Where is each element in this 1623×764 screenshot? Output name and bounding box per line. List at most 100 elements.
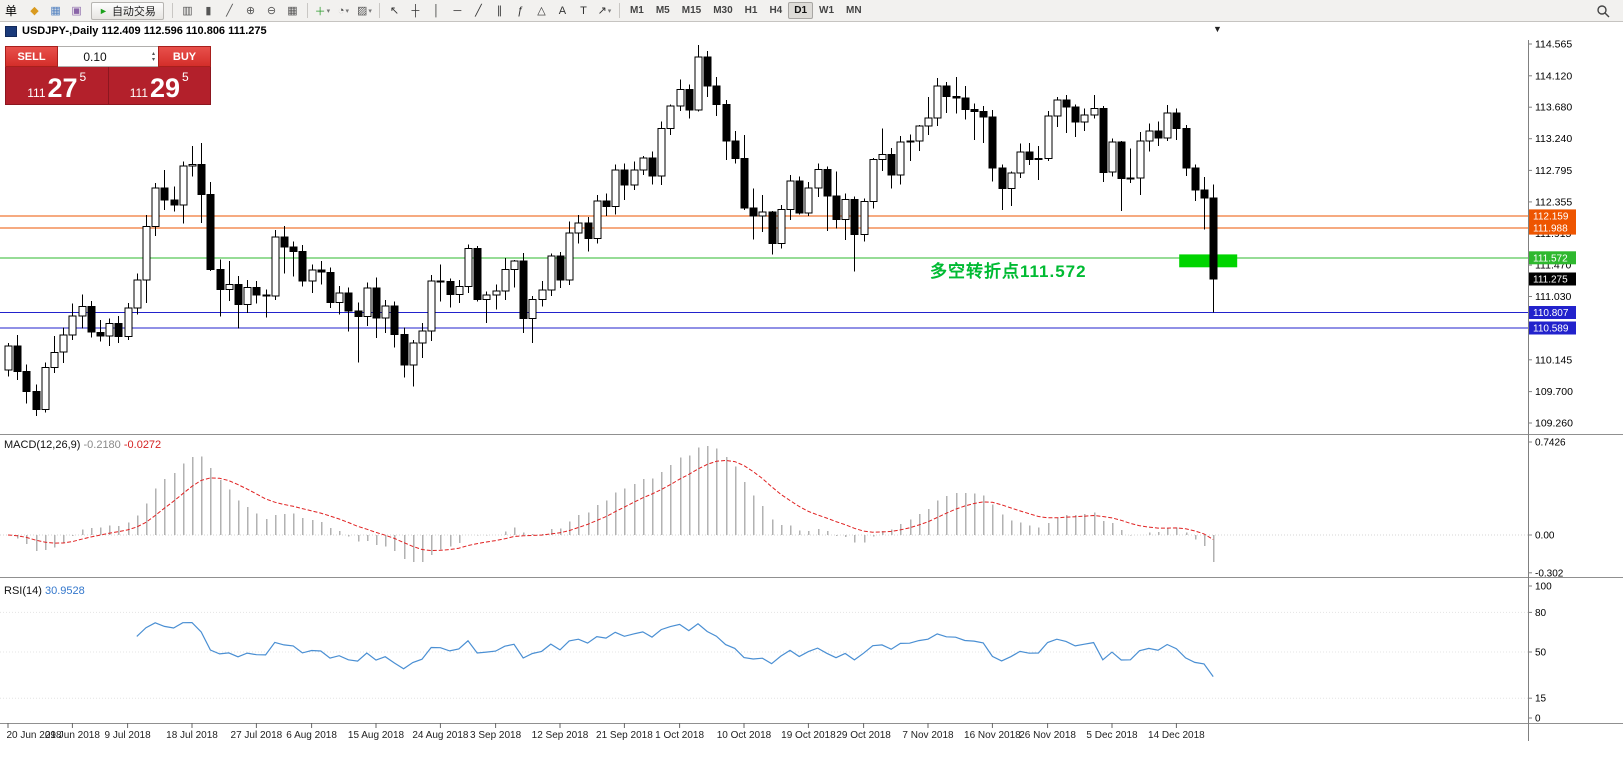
timeframe-d1[interactable]: D1 [788,2,814,19]
svg-text:26 Nov 2018: 26 Nov 2018 [1019,730,1076,741]
bid-price[interactable]: 111 27 5 [6,67,108,104]
rsi-value: 30.9528 [44,585,85,597]
highlight-rectangle[interactable] [1179,254,1238,268]
svg-text:20 Jun 2018: 20 Jun 2018 [6,730,61,741]
bid-sup: 5 [79,70,87,84]
shapes-icon[interactable]: △ [531,2,552,20]
chart-title: USDJPY-,Daily 112.409 112.596 110.806 11… [22,25,267,37]
svg-text:114.120: 114.120 [1535,70,1572,82]
fibonacci-icon[interactable]: ƒ [510,2,531,20]
ask-sup: 5 [182,70,189,84]
line-chart-icon[interactable]: ╱ [219,2,240,20]
timeframe-h4[interactable]: H4 [763,2,788,19]
chart-area[interactable]: 114.565 114.120 113.680 113.240 112.795 112.3… [0,40,1623,764]
svg-text:24 Aug 2018: 24 Aug 2018 [412,730,469,741]
menu-label[interactable]: 单 [5,4,18,18]
price-chart-canvas[interactable]: 114.565 114.120 113.680 113.240 112.795 112.3… [0,40,1623,764]
volume-spinner[interactable]: ▴ ▾ [152,51,158,63]
svg-text:3 Sep 2018: 3 Sep 2018 [470,730,522,741]
horizontal-lines[interactable] [0,215,1528,329]
svg-text:110.145: 110.145 [1535,354,1572,366]
timeframe-m1[interactable]: M1 [624,2,650,19]
horizontal-line-icon[interactable]: ─ [447,2,468,20]
channel-icon[interactable]: ∥ [489,2,510,20]
macd-histogram [16,446,1215,563]
crosshair-icon[interactable]: ┼ [405,2,426,20]
charts-icon[interactable]: ▦ [45,2,66,20]
volume-field[interactable]: ▴ ▾ [58,46,158,67]
svg-text:112.355: 112.355 [1535,196,1572,208]
templates-icon[interactable]: ▨ ▾ [354,2,375,20]
price-tag-111.275 [1529,272,1576,286]
text-icon[interactable]: A [552,2,573,20]
spinner-up-icon[interactable]: ▴ [151,50,155,57]
macd-label: MACD(12,26,9) -0.2180 -0.0272 [4,439,161,451]
new-chart-icon-dropdown[interactable]: ▾ [326,7,331,15]
sell-button[interactable]: SELL [5,46,58,67]
bid-prefix: 111 [27,86,46,100]
svg-text:110.589: 110.589 [1533,324,1569,335]
price-tag-110.807 [1529,306,1576,319]
svg-text:111.572: 111.572 [1533,253,1568,264]
toolbar-timeframes: M1 M5 M15 M30 H1 H4 D1 W1 MN [615,2,868,19]
tile-windows-icon[interactable]: ▦ [282,2,303,20]
arrows-icon-dropdown[interactable]: ▾ [607,7,612,15]
timeframe-m30[interactable]: M30 [707,2,738,19]
bar-chart-icon[interactable]: ▥ [177,2,198,20]
trendline-icon[interactable]: ╱ [468,2,489,20]
timeframe-w1[interactable]: W1 [813,2,840,19]
price-tag-110.589 [1529,321,1576,335]
ask-prefix: 111 [129,86,148,100]
zoom-out-icon[interactable]: ⊖ [261,2,282,20]
ask-price[interactable]: 111 29 5 [109,67,211,104]
svg-text:14 Dec 2018: 14 Dec 2018 [1148,730,1205,741]
svg-text:-0.302: -0.302 [1535,568,1564,579]
svg-text:16 Nov 2018: 16 Nov 2018 [964,730,1021,741]
timeframe-m15[interactable]: M15 [676,2,707,19]
svg-text:114.565: 114.565 [1535,40,1572,51]
price-axis[interactable]: 114.565 114.120 113.680 113.240 112.795 112.3… [1528,40,1576,741]
candles [4,45,1218,416]
autotrading-button[interactable]: ► 自动交易 [91,1,164,20]
arrows-icon[interactable]: ↗ ▾ [594,2,615,20]
svg-text:0.00: 0.00 [1535,531,1555,542]
periods-icon[interactable]: ◔ ▾ [333,2,354,20]
svg-text:21 Sep 2018: 21 Sep 2018 [596,730,653,741]
volume-input[interactable] [58,48,132,65]
new-chart-icon[interactable]: ＋ ▾ [312,2,333,20]
timeframe-mn[interactable]: MN [840,2,868,19]
timeframe-h1[interactable]: H1 [739,2,764,19]
spinner-down-icon[interactable]: ▾ [151,56,155,63]
rsi-line [136,621,1214,677]
new-order-icon[interactable]: ◆ [24,2,45,20]
macd-name: MACD(12,26,9) [4,439,81,451]
macd-value-signal: -0.0272 [123,439,162,451]
label-icon[interactable]: T [573,2,594,20]
svg-text:112.159: 112.159 [1533,211,1569,222]
zoom-in-icon[interactable]: ⊕ [240,2,261,20]
timeframe-m5[interactable]: M5 [650,2,676,19]
autotrading-play-icon: ► [99,5,108,16]
candlestick-chart-icon[interactable]: ▮ [198,2,219,20]
pivot-annotation: 多空转折点111.572 [930,262,1087,281]
vertical-line-icon[interactable]: │ [426,2,447,20]
search-icon[interactable] [1596,4,1610,18]
svg-text:109.260: 109.260 [1535,417,1573,429]
price-divider [107,67,109,104]
svg-text:100: 100 [1535,582,1552,593]
bid-big: 27 [47,73,78,103]
rsi-name: RSI(14) [4,585,42,597]
buy-button[interactable]: BUY [158,46,211,67]
templates-icon-dropdown[interactable]: ▾ [368,7,372,15]
macd-value-main: -0.2180 [83,439,121,451]
svg-text:111.030: 111.030 [1535,291,1572,303]
chart-window-icon [5,25,17,37]
one-click-price-row: 111 27 5 111 29 5 [5,67,211,105]
market-watch-icon[interactable]: ▣ [66,2,87,20]
svg-text:50: 50 [1535,648,1547,659]
periods-icon-dropdown[interactable]: ▾ [345,7,350,15]
chart-shift-marker[interactable]: ▼ [1213,24,1222,34]
cursor-icon[interactable]: ↖ [384,2,405,20]
